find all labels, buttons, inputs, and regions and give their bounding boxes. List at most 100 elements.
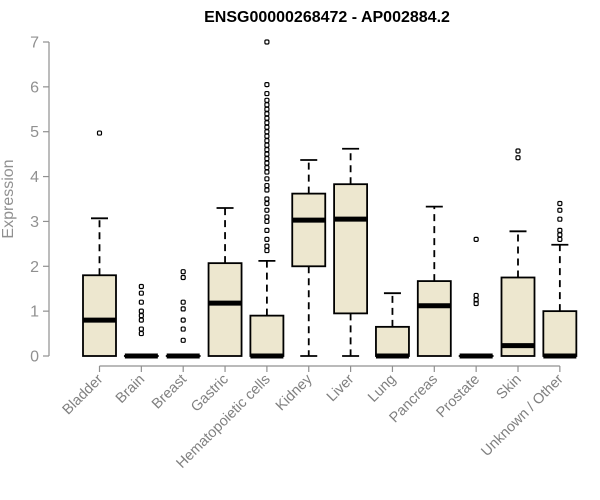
outlier-point — [264, 102, 270, 108]
box-kidney — [291, 159, 327, 357]
interquartile-box — [333, 183, 369, 315]
interquartile-box — [249, 314, 285, 357]
x-tick-label: Liver — [324, 371, 358, 405]
outlier-point — [473, 292, 479, 299]
interquartile-box — [500, 276, 536, 357]
box-prostate — [458, 236, 494, 359]
interquartile-box — [82, 274, 117, 357]
x-tick-label: Bladder — [60, 371, 107, 418]
chart-title: ENSG00000268472 - AP002884.2 — [204, 9, 450, 26]
outlier-point — [180, 299, 186, 305]
outlier-point — [515, 155, 521, 161]
outlier-point — [180, 269, 186, 275]
outlier-point — [264, 129, 270, 135]
outlier-point — [473, 236, 479, 242]
outlier-point — [264, 160, 270, 166]
box-breast — [165, 269, 201, 359]
outlier-point — [264, 247, 270, 254]
box-hematopoietic-cells — [249, 39, 285, 359]
x-tick-label: Brain — [113, 372, 148, 407]
box-pancreas — [416, 205, 452, 357]
outlier-point — [557, 207, 563, 213]
x-tick-label: Skin — [494, 372, 525, 403]
outlier-point — [557, 232, 563, 238]
outlier-point — [557, 236, 563, 242]
x-tick-label: Kidney — [273, 371, 316, 414]
box-gastric — [207, 207, 243, 357]
y-tick-label: 0 — [30, 349, 39, 366]
y-axis: 0 1 2 3 4 5 6 7 — [30, 35, 50, 366]
outlier-point — [264, 196, 270, 202]
outlier-point — [264, 142, 270, 148]
outlier-point — [264, 120, 270, 126]
outlier-point — [264, 133, 270, 139]
outlier-point — [138, 290, 144, 296]
boxes-group — [82, 39, 578, 359]
x-tick-label: Breast — [149, 372, 190, 413]
outlier-point — [473, 297, 479, 303]
outlier-point — [264, 182, 270, 189]
box-brain — [123, 283, 159, 359]
y-tick-label: 5 — [30, 124, 39, 141]
outlier-point — [138, 317, 144, 323]
box-bladder — [82, 130, 117, 357]
box-lung — [375, 292, 410, 359]
outlier-point — [138, 326, 144, 332]
outlier-point — [180, 317, 186, 323]
outlier-point — [557, 227, 563, 233]
outlier-point — [180, 306, 186, 312]
outlier-point — [264, 151, 270, 157]
outlier-point — [264, 111, 270, 117]
outlier-point — [557, 200, 563, 207]
outlier-point — [264, 214, 270, 220]
outlier-point — [264, 138, 270, 144]
outlier-point — [138, 313, 144, 319]
y-tick-label: 1 — [30, 304, 39, 321]
outlier-point — [180, 274, 186, 281]
x-tick-label: Lung — [365, 372, 399, 406]
outlier-point — [264, 124, 270, 130]
outlier-point — [138, 283, 144, 290]
outlier-point — [264, 176, 270, 182]
box-liver — [333, 147, 369, 357]
outlier-point — [264, 115, 270, 121]
outlier-point — [264, 207, 270, 213]
y-tick-label: 4 — [30, 169, 39, 186]
outlier-point — [557, 216, 563, 222]
box-unknown-other — [542, 200, 578, 359]
y-tick-label: 3 — [30, 214, 39, 231]
y-tick-label: 2 — [30, 259, 39, 276]
y-tick-label: 6 — [30, 79, 39, 96]
outlier-point — [264, 39, 270, 45]
outlier-point — [515, 148, 521, 154]
outlier-point — [264, 243, 270, 249]
interquartile-box — [375, 325, 410, 357]
interquartile-box — [542, 310, 578, 357]
interquartile-box — [416, 280, 452, 357]
outlier-point — [264, 187, 270, 193]
outlier-point — [138, 308, 144, 314]
outlier-point — [264, 227, 270, 233]
outlier-point — [96, 130, 103, 136]
outlier-point — [264, 165, 270, 171]
outlier-point — [264, 90, 270, 97]
outlier-point — [264, 169, 270, 175]
outlier-point — [264, 218, 270, 225]
outlier-point — [264, 106, 270, 112]
outlier-point — [264, 82, 270, 88]
outlier-point — [180, 326, 186, 332]
interquartile-box — [207, 262, 243, 357]
outlier-point — [180, 337, 186, 343]
outlier-point — [264, 156, 270, 162]
outlier-point — [264, 97, 270, 103]
x-tick-label: Prostate — [433, 372, 482, 421]
y-axis-label: Expression — [0, 159, 17, 238]
outlier-point — [138, 330, 144, 337]
interquartile-box — [291, 192, 327, 268]
outlier-point — [138, 299, 144, 305]
outlier-point — [264, 236, 270, 242]
outlier-point — [264, 200, 270, 207]
outlier-point — [264, 147, 270, 153]
